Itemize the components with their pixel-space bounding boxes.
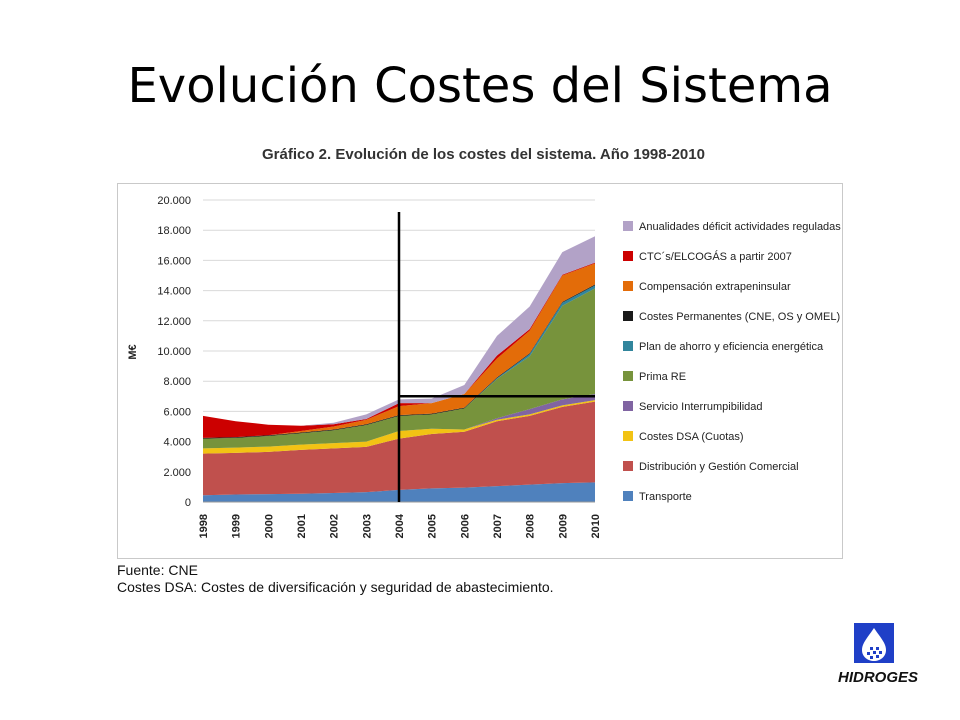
legend-swatch — [623, 221, 633, 231]
area-series-3 — [203, 400, 595, 454]
x-tick-label: 2003 — [361, 514, 373, 538]
y-tick-label: 10.000 — [157, 346, 191, 358]
legend-label: Transporte — [639, 491, 692, 503]
dsa-note: Costes DSA: Costes de diversificación y … — [117, 579, 554, 595]
legend-label: Servicio Interrumpibilidad — [639, 401, 763, 413]
chart-notes: Fuente: CNE Costes DSA: Costes de divers… — [117, 562, 554, 596]
x-tick-label: 2008 — [525, 514, 537, 538]
y-tick-label: 6.000 — [163, 406, 191, 418]
legend-swatch — [623, 401, 633, 411]
x-tick-label: 2010 — [590, 514, 602, 538]
legend-swatch — [623, 431, 633, 441]
x-tick-label: 2007 — [492, 514, 504, 538]
source-note: Fuente: CNE — [117, 562, 198, 578]
stacked-area-chart: 0 2.000 4.000 6.000 8.000 10.000 12.000 14.000 1… — [127, 195, 841, 538]
logo-drop-pixels — [867, 647, 882, 659]
legend-label: Compensación extrapeninsular — [639, 281, 791, 293]
chart-title: Gráfico 2. Evolución de los costes del s… — [262, 146, 705, 163]
legend-swatch — [623, 371, 633, 381]
y-tick-label: 8.000 — [163, 376, 191, 388]
x-tick-label: 2004 — [394, 513, 406, 538]
y-tick-label: 0 — [185, 497, 191, 509]
x-tick-label: 2009 — [557, 514, 569, 538]
hidroges-logo: HIDROGES — [818, 621, 938, 687]
y-axis-label: M€ — [127, 344, 139, 359]
x-tick-label: 2006 — [459, 514, 471, 538]
y-tick-label: 18.000 — [157, 225, 191, 237]
legend-swatch — [623, 311, 633, 321]
y-tick-label: 4.000 — [163, 437, 191, 449]
area-series-5 — [203, 288, 595, 449]
legend-label: Costes DSA (Cuotas) — [639, 431, 744, 443]
x-tick-label: 2002 — [329, 514, 341, 538]
logo-text: HIDROGES — [838, 669, 918, 686]
x-tick-label: 2005 — [427, 514, 439, 538]
area-series-8 — [203, 263, 595, 438]
y-tick-label: 20.000 — [157, 195, 191, 207]
legend-label: Prima RE — [639, 371, 686, 383]
legend-swatch — [623, 251, 633, 261]
legend-swatch — [623, 491, 633, 501]
slide-title: Evolución Costes del Sistema — [127, 58, 833, 114]
chart-frame: 0 2.000 4.000 6.000 8.000 10.000 12.000 14.000 1… — [117, 183, 843, 559]
y-tick-label: 16.000 — [157, 255, 191, 267]
x-tick-label: 2000 — [263, 514, 275, 538]
legend-label: Anualidades déficit actividades regulada… — [639, 221, 841, 233]
legend-swatch — [623, 281, 633, 291]
legend-swatch — [623, 341, 633, 351]
area-series-10 — [203, 236, 595, 426]
x-tick-label: 2001 — [296, 514, 308, 538]
x-tick-label: 1999 — [231, 514, 243, 538]
legend-swatch — [623, 461, 633, 471]
legend-label: Plan de ahorro y eficiencia energética — [639, 341, 824, 353]
y-tick-label: 2.000 — [163, 467, 191, 479]
y-tick-label: 14.000 — [157, 286, 191, 298]
legend-label: Distribución y Gestión Comercial — [639, 461, 799, 473]
legend-label: Costes Permanentes (CNE, OS y OMEL) — [639, 311, 840, 323]
logo-mark: HIDROGES — [838, 623, 918, 686]
x-tick-label: 1998 — [198, 514, 210, 538]
legend-label: CTC´s/ELCOGÁS a partir 2007 — [639, 250, 792, 263]
y-tick-label: 12.000 — [157, 316, 191, 328]
